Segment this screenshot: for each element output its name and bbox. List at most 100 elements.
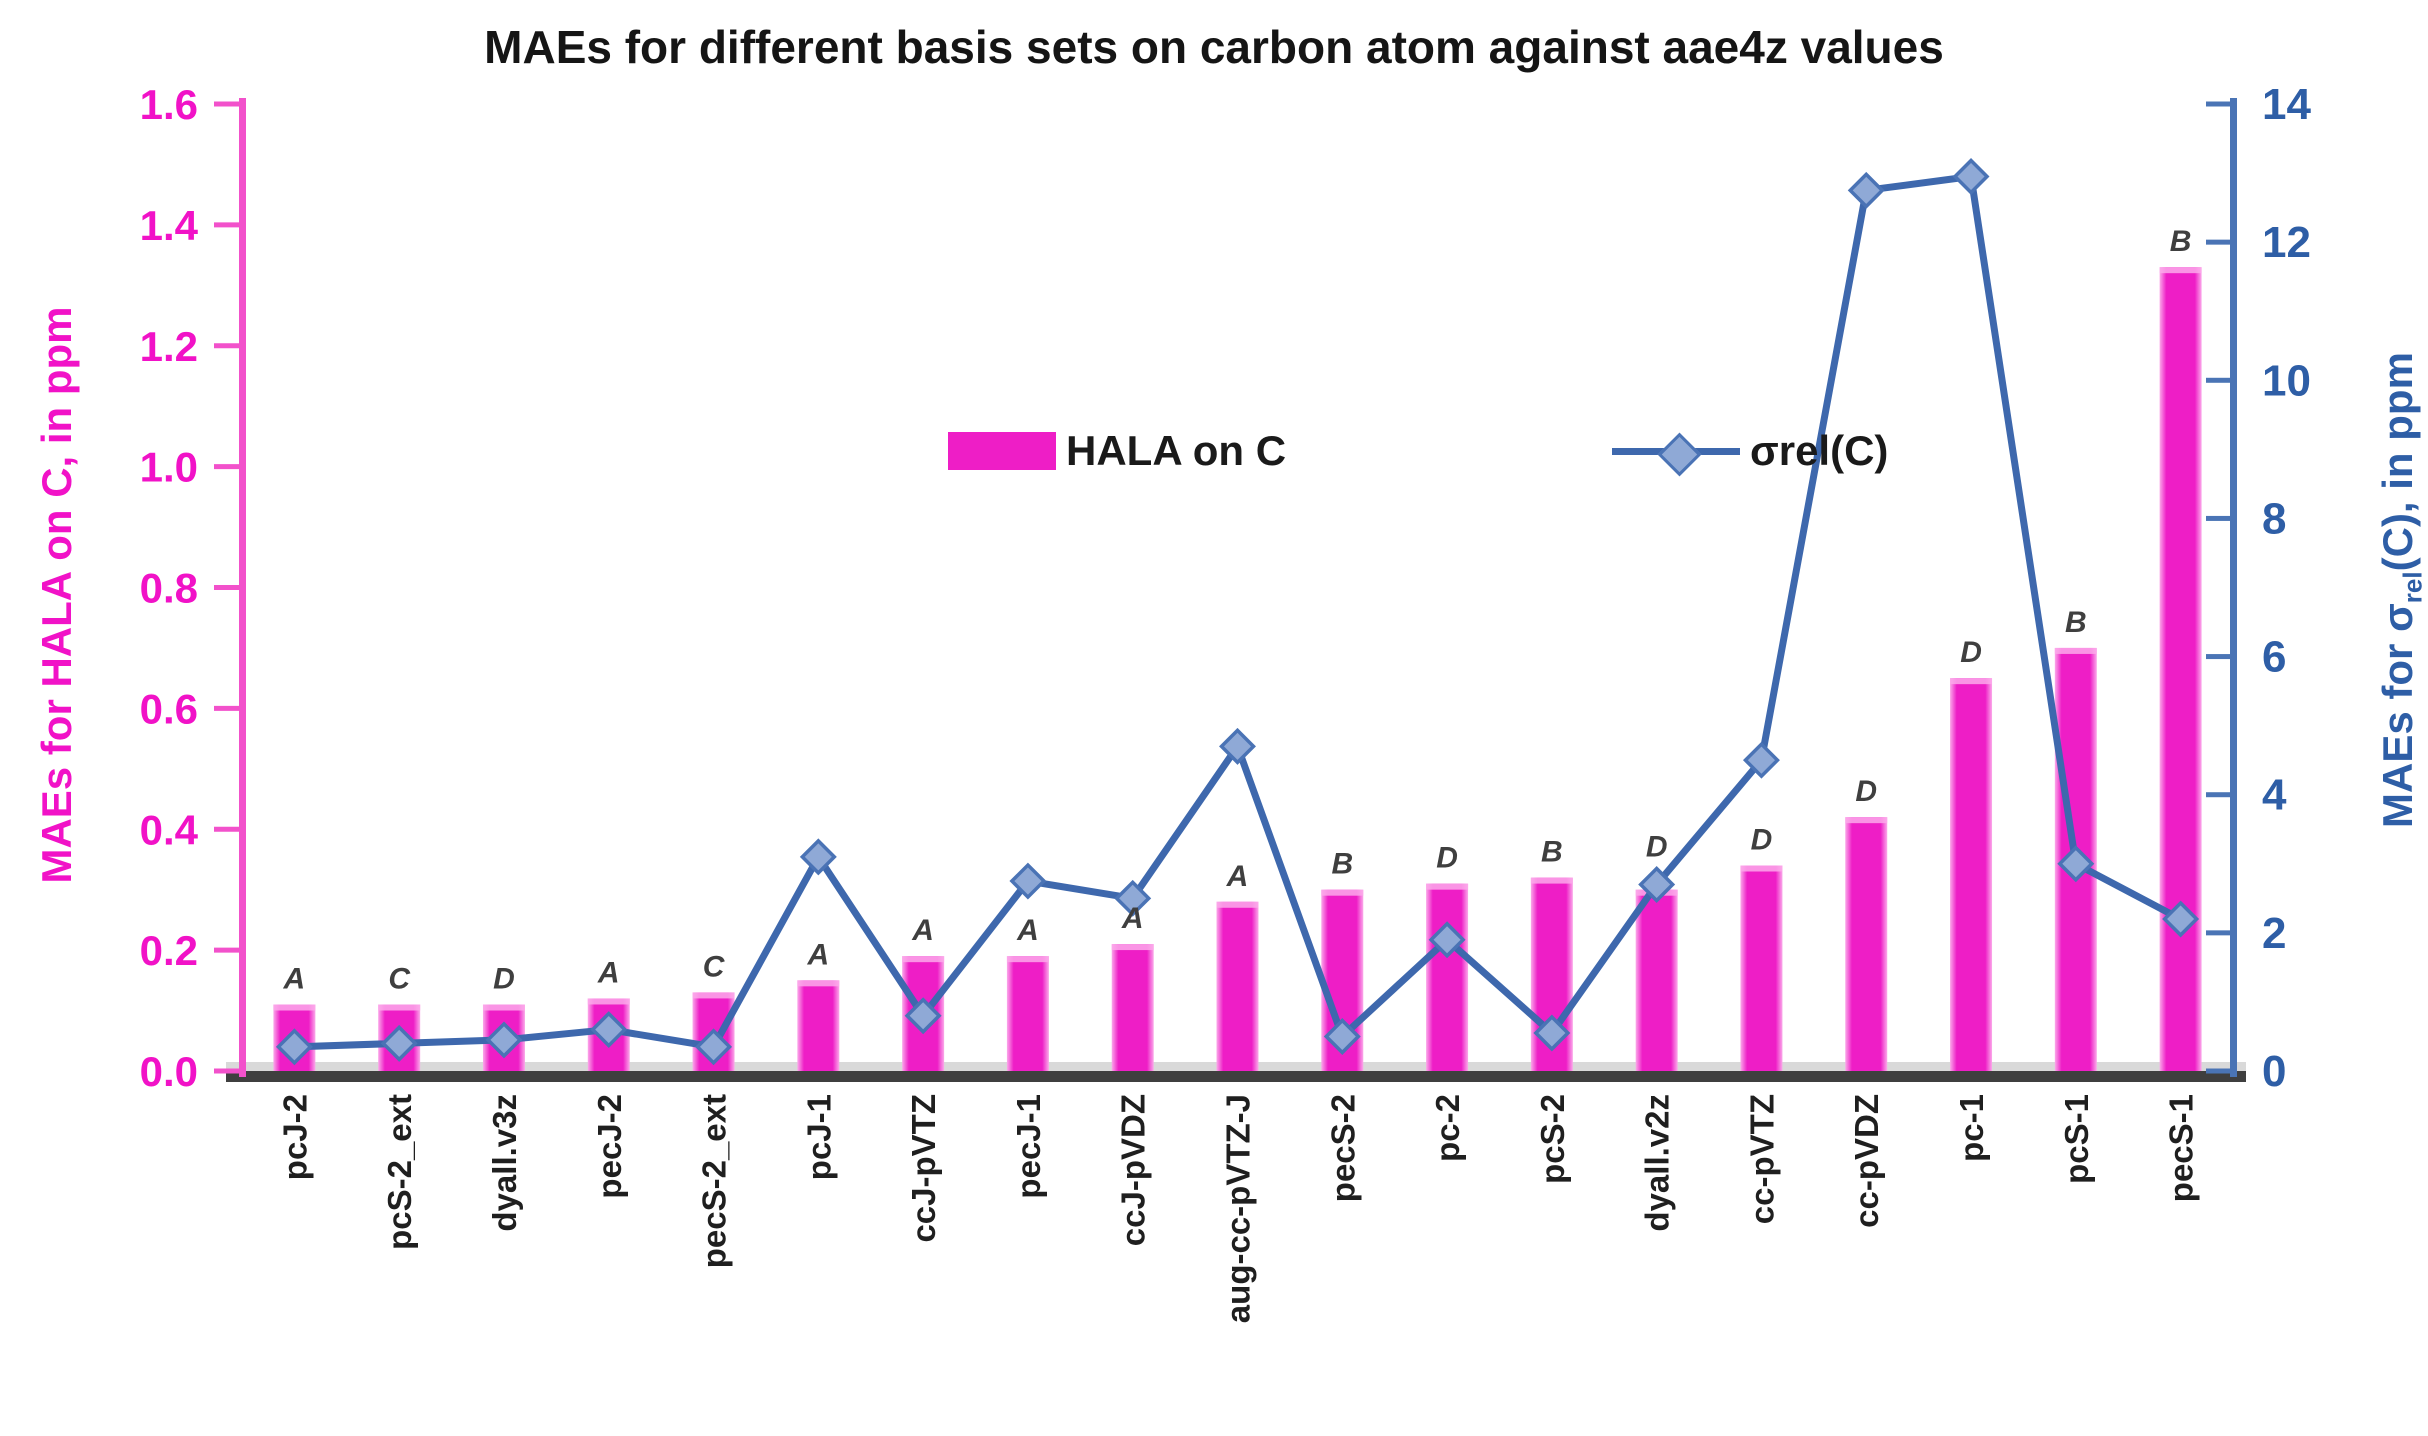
diamond-marker-pecS-1 [2162, 900, 2200, 938]
right-axis-tick-label-10: 10 [2262, 356, 2311, 405]
annotation-letter-cc-pVDZ: D [1855, 775, 1877, 808]
category-label-cc-pVTZ: cc-pVTZ [1743, 1094, 1780, 1224]
left-axis-tick-label-1.2: 1.2 [140, 323, 198, 370]
left-axis-tick-label-0.2: 0.2 [140, 927, 198, 974]
right-axis-tick-label-12: 12 [2262, 218, 2311, 267]
bar-cap-dyall.v3z [482, 1004, 525, 1011]
bar-pecJ-1 [1006, 956, 1049, 1071]
bar-cap-pcJ-1 [797, 980, 840, 987]
left-axis-tick-1.6 [214, 101, 240, 107]
annotation-letter-pecS-2: B [1331, 848, 1353, 881]
left-axis-tick-label-0.0: 0.0 [140, 1048, 198, 1095]
bar-aug-cc-pVTZ-J [1216, 901, 1259, 1071]
bar-cap-pc-1 [1950, 678, 1993, 685]
bar-cap-pc-2 [1426, 883, 1469, 890]
annotation-letter-pc-1: D [1960, 636, 1982, 669]
category-label-dyall.v3z: dyall.v3z [486, 1094, 523, 1232]
annotation-letter-pc-2: D [1436, 842, 1458, 875]
left-axis-tick-label-1.4: 1.4 [140, 202, 199, 249]
right-axis-tick-14 [2206, 101, 2232, 107]
annotation-letter-aug-cc-pVTZ-J: A [1226, 860, 1249, 893]
left-axis-title: MAEs for HALA on C, in ppm [33, 306, 80, 884]
legend-line-sample [1612, 432, 1740, 477]
diamond-marker-ccJ-pVDZ [1114, 879, 1152, 917]
bar-cap-pcS-2_ext [378, 1004, 421, 1011]
bar-pc-1 [1950, 678, 1993, 1071]
legend-bar-label: HALA on C [1066, 427, 1287, 474]
category-label-pecJ-2: pecJ-2 [591, 1094, 628, 1199]
right-axis-tick-6 [2206, 654, 2232, 660]
category-label-pc-1: pc-1 [1953, 1094, 1990, 1162]
diamond-marker-pcJ-1 [799, 838, 837, 876]
bar-dyall.v2z [1635, 889, 1678, 1071]
category-label-pcJ-1: pcJ-1 [800, 1094, 837, 1180]
category-label-pcS-2_ext: pcS-2_ext [381, 1094, 418, 1250]
bar-cap-ccJ-pVDZ [1111, 944, 1154, 951]
category-label-dyall.v2z: dyall.v2z [1639, 1094, 1676, 1232]
diamond-marker-pecJ-1 [1009, 862, 1047, 900]
diamond-marker-pc-1 [1952, 158, 1990, 195]
bar-pcJ-1 [797, 980, 840, 1071]
legend-diamond-marker-icon [1657, 432, 1702, 477]
category-label-pecJ-1: pecJ-1 [1010, 1094, 1047, 1199]
bar-cap-aug-cc-pVTZ-J [1216, 901, 1259, 908]
diamond-marker-dyall.v2z [1638, 866, 1676, 903]
right-axis-tick-label-0: 0 [2262, 1047, 2286, 1096]
annotation-letter-cc-pVTZ: D [1751, 824, 1773, 857]
category-label-ccJ-pVDZ: ccJ-pVDZ [1115, 1094, 1152, 1246]
legend-item-hala-on-c: HALA on C [948, 427, 1287, 474]
left-axis-tick-label-0.6: 0.6 [140, 685, 198, 732]
diamond-marker-pcS-1 [2057, 845, 2095, 883]
category-label-pecS-2: pecS-2 [1324, 1094, 1361, 1202]
diamond-marker-pcS-2 [1533, 1014, 1571, 1052]
left-axis-line [239, 98, 246, 1077]
left-axis-tick-1.2 [214, 343, 240, 349]
right-axis-tick-label-8: 8 [2262, 494, 2286, 543]
left-axis-tick-label-0.4: 0.4 [140, 806, 199, 853]
right-axis-title: MAEs for σrel(C), in ppm [2374, 352, 2428, 828]
legend-item-sigma-rel: σrel(C) [1612, 427, 1888, 477]
bar-cap-pecS-1 [2159, 267, 2202, 274]
right-axis-tick-2 [2206, 930, 2232, 936]
right-axis-tick-10 [2206, 377, 2232, 383]
annotation-letter-ccJ-pVTZ: A [911, 914, 934, 947]
annotation-letter-pcS-2: B [1541, 836, 1563, 869]
bar-cc-pVTZ [1740, 865, 1783, 1071]
right-axis-tick-0 [2206, 1068, 2232, 1074]
x-axis-baseline [226, 1071, 2246, 1082]
category-label-cc-pVDZ: cc-pVDZ [1848, 1094, 1885, 1228]
bar-cap-pecS-2 [1321, 889, 1364, 896]
annotation-letter-pcJ-1: A [807, 938, 830, 971]
right-axis-tick-label-4: 4 [2262, 771, 2287, 820]
bar-cap-pcS-2 [1530, 877, 1573, 884]
left-axis-tick-0.6 [214, 705, 240, 711]
left-axis-tick-1.4 [214, 222, 240, 228]
diamond-marker-pecS-2 [1323, 1017, 1361, 1055]
left-axis-tick-0.0 [214, 1068, 240, 1074]
right-axis-tick-label-6: 6 [2262, 633, 2286, 682]
diamond-marker-pcJ-2 [275, 1028, 313, 1066]
diamond-marker-dyall.v3z [485, 1021, 523, 1059]
category-label-pcS-2: pcS-2 [1534, 1094, 1571, 1184]
right-axis-tick-label-2: 2 [2262, 909, 2286, 958]
annotation-letter-pecJ-2: A [597, 956, 620, 989]
annotation-letter-pecJ-1: A [1016, 914, 1039, 947]
diamond-marker-pecJ-2 [590, 1011, 628, 1049]
right-axis-tick-label-14: 14 [2262, 80, 2311, 129]
bar-cap-cc-pVDZ [1845, 817, 1888, 824]
left-axis-tick-0.4 [214, 826, 240, 832]
category-label-pc-2: pc-2 [1429, 1094, 1466, 1162]
bar-cap-ccJ-pVTZ [902, 956, 945, 963]
bar-cc-pVDZ [1845, 817, 1888, 1071]
chart-title: MAEs for different basis sets on carbon … [484, 21, 1944, 73]
diamond-marker-aug-cc-pVTZ-J [1219, 727, 1256, 765]
annotation-letter-pcS-2_ext: C [388, 963, 411, 996]
annotation-letter-pcS-1: B [2065, 606, 2087, 639]
right-axis-tick-4 [2206, 792, 2232, 798]
annotation-letter-ccJ-pVDZ: A [1121, 902, 1144, 935]
left-axis-tick-0.8 [214, 585, 240, 590]
category-label-pcS-1: pcS-1 [2058, 1094, 2095, 1184]
left-axis-tick-0.2 [214, 947, 240, 953]
bar-pecS-1 [2159, 267, 2202, 1071]
